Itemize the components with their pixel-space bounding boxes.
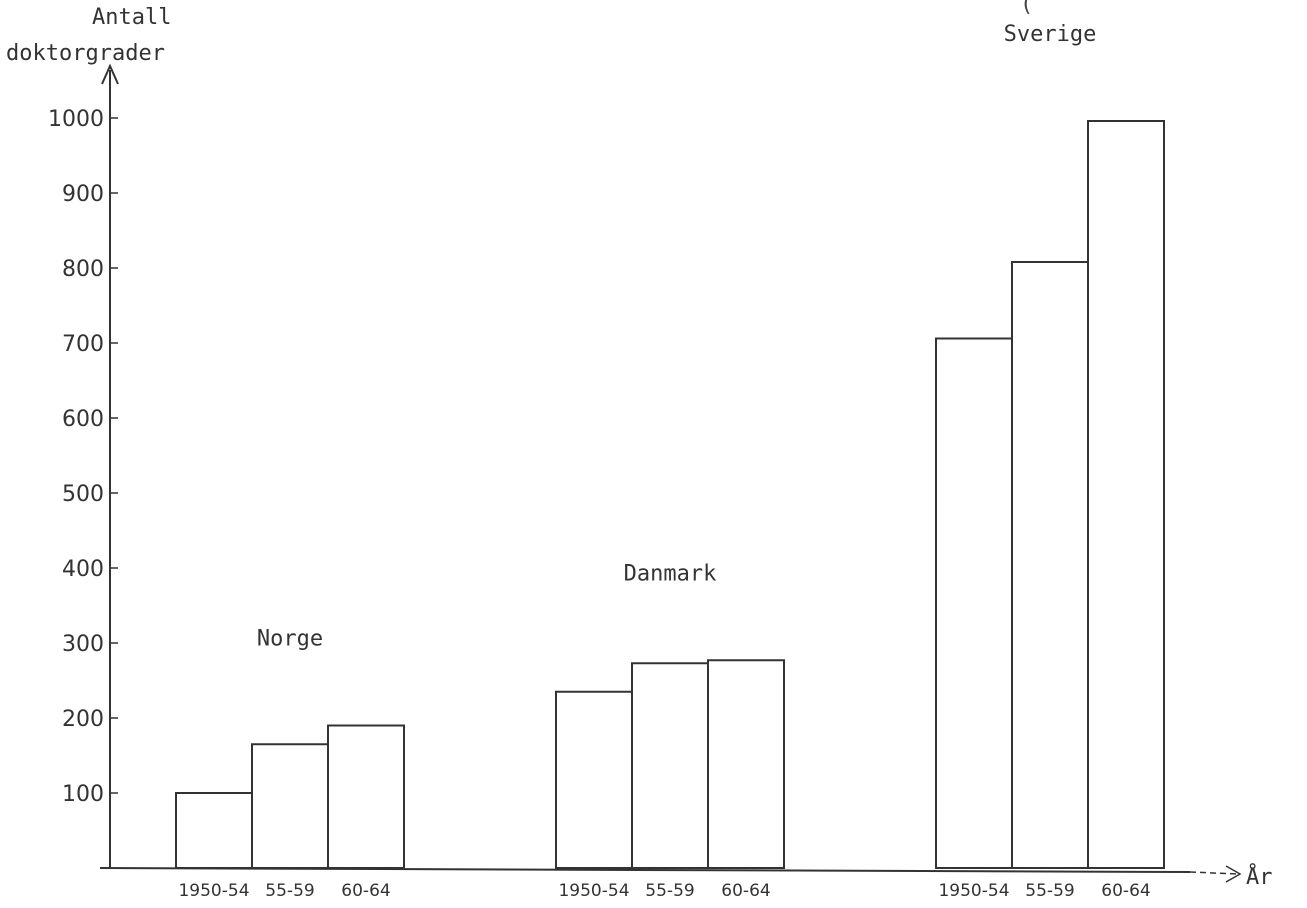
bar-danmark-1 [555,690,633,869]
x-axis-label: År [1246,863,1273,890]
bars [175,120,1165,869]
y-tick-label: 100 [62,782,104,807]
bar-sverige-1 [935,337,1013,869]
y-tick-label: 700 [62,332,104,357]
corner-text-fragment: ( [1020,0,1034,17]
bar-norge-1 [175,792,253,869]
y-tick-label: 500 [62,482,104,507]
group-name-sverige: Sverige [1004,22,1097,47]
bar-danmark-2 [631,662,709,869]
group-name-norge: Norge [257,627,323,652]
bar-norge-3 [327,724,405,869]
group-names: Norge Danmark Sverige [257,22,1096,652]
y-tick-label: 400 [62,557,104,582]
y-axis-label-line-1: Antall [92,5,171,30]
bar-norge-2 [251,743,329,869]
bar-sverige-3 [1087,120,1165,869]
x-tick-label: 55-59 [1025,881,1074,901]
y-tick-label: 200 [62,707,104,732]
y-axis-label-line-2: doktorgrader [6,41,165,66]
x-axis-arrow-line [1189,871,1239,875]
x-tick-label: 60-64 [341,881,390,901]
x-tick-label: 55-59 [645,881,694,901]
bar-danmark-3 [707,659,785,869]
x-tick-label: 1950-54 [558,881,629,901]
bar-sverige-2 [1011,261,1089,869]
x-tick-labels: 1950-54 55-59 60-64 1950-54 55-59 60-64 1950-5… [178,881,1150,901]
x-tick-label: 60-64 [1101,881,1150,901]
y-tick-label: 900 [62,182,104,207]
y-tick-label: 800 [62,257,104,282]
x-axis-arrow [1225,865,1242,883]
x-tick-label: 60-64 [721,881,770,901]
x-tick-label: 1950-54 [178,881,249,901]
x-tick-label: 55-59 [265,881,314,901]
y-ticks: 100 200 300 400 500 600 700 800 900 1000 [48,107,118,807]
y-tick-label: 300 [62,632,104,657]
group-name-danmark: Danmark [624,561,717,586]
y-axis-arrow [101,63,119,85]
y-tick-label: 600 [62,407,104,432]
y-tick-label: 1000 [48,107,104,132]
x-tick-label: 1950-54 [938,881,1009,901]
